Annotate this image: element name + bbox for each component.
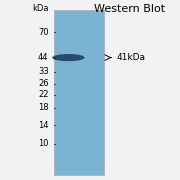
Text: 10: 10 [38, 140, 49, 148]
Text: 33: 33 [38, 68, 49, 76]
Ellipse shape [52, 54, 85, 61]
Text: kDa: kDa [32, 4, 49, 13]
Text: 22: 22 [38, 90, 49, 99]
Text: 41kDa: 41kDa [116, 53, 145, 62]
Text: 18: 18 [38, 103, 49, 112]
Text: 14: 14 [38, 121, 49, 130]
Text: 26: 26 [38, 79, 49, 88]
Text: 44: 44 [38, 53, 49, 62]
Text: 70: 70 [38, 28, 49, 37]
Bar [54, 10, 104, 175]
Text: Western Blot: Western Blot [94, 4, 165, 15]
